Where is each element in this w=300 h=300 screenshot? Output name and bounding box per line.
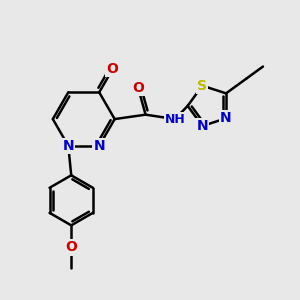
Text: N: N bbox=[93, 139, 105, 153]
Text: N: N bbox=[62, 139, 74, 153]
Text: N: N bbox=[196, 119, 208, 133]
Text: O: O bbox=[65, 240, 77, 254]
Text: NH: NH bbox=[165, 112, 185, 126]
Text: S: S bbox=[197, 79, 207, 93]
Text: O: O bbox=[132, 81, 144, 95]
Text: O: O bbox=[106, 62, 119, 76]
Text: N: N bbox=[220, 111, 232, 125]
